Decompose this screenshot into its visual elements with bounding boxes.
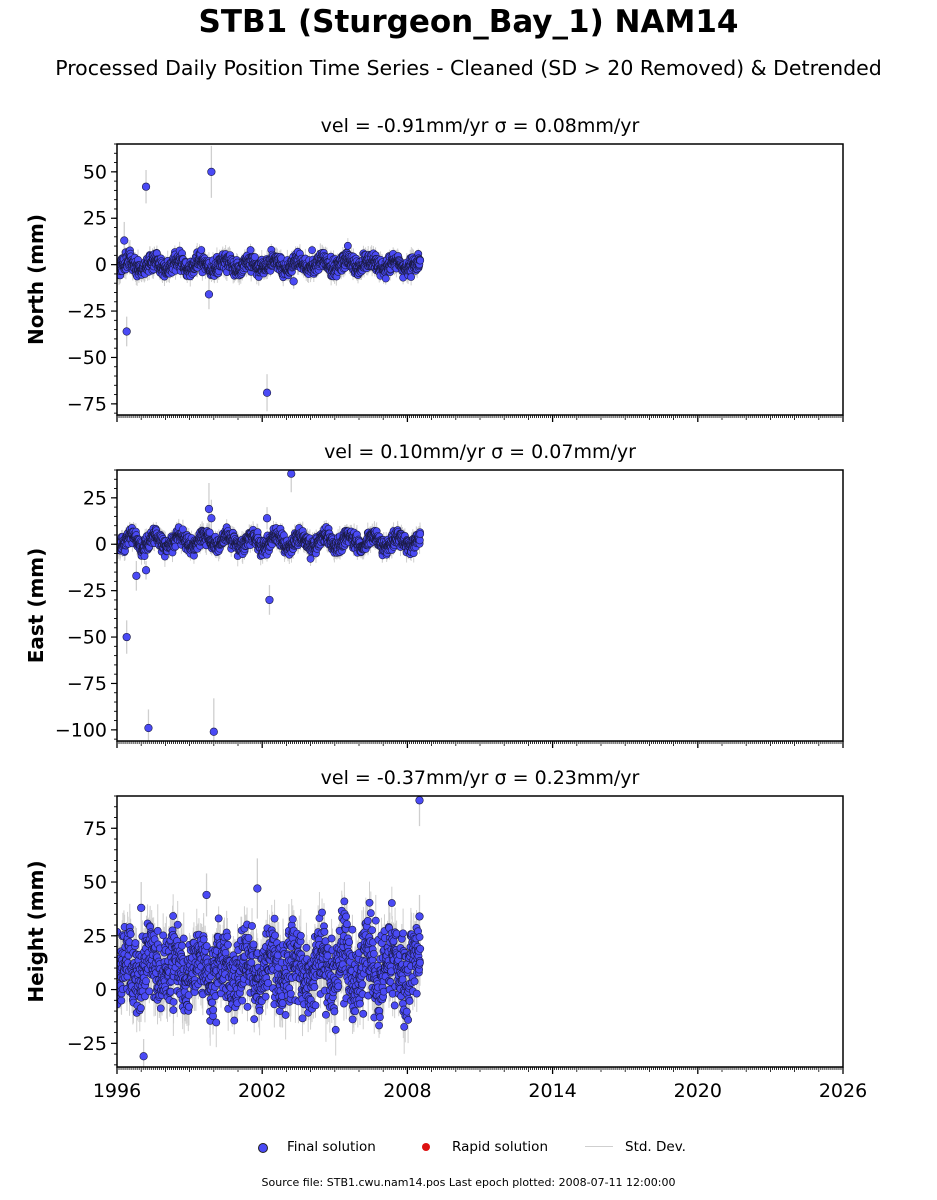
chart-panel-0: vel = -0.91mm/yr σ = 0.08mm/yr North (mm)…: [24, 115, 844, 422]
y-tick-label: −75: [67, 393, 107, 415]
y-tick-label: 0: [95, 254, 107, 276]
plot-frame: [116, 143, 844, 416]
final-solution-point: [207, 167, 216, 176]
final-solution-point: [246, 246, 255, 254]
final-solution-point: [381, 274, 390, 283]
final-solution-point: [120, 236, 129, 245]
y-tick-label: 50: [83, 161, 107, 183]
final-solution-point: [140, 552, 149, 561]
y-tick-label: −50: [67, 347, 107, 369]
plot-area: [117, 470, 425, 741]
final-solution-point: [250, 253, 259, 261]
final-solution-point: [407, 273, 416, 281]
y-axis-label: East (mm): [24, 548, 48, 664]
chart-figure: vel = -0.91mm/yr σ = 0.08mm/yr North (mm)…: [24, 115, 867, 1102]
y-tick-label: 25: [83, 208, 107, 230]
final-solution-point: [197, 246, 206, 254]
final-solution-point: [308, 246, 316, 255]
y-axis-label: North (mm): [24, 214, 48, 345]
final-solution-point: [289, 277, 298, 286]
final-solution-point: [262, 388, 272, 397]
final-solution-point: [204, 290, 214, 299]
page-title: STB1 (Sturgeon_Bay_1) NAM14: [198, 4, 739, 40]
final-solution-point: [416, 256, 425, 265]
final-solution-point: [122, 327, 131, 336]
panel-title: vel = 0.10mm/yr σ = 0.07mm/yr: [324, 441, 636, 463]
plot-area: [117, 145, 425, 412]
final-solution-point: [343, 241, 352, 250]
panel-title: vel = -0.91mm/yr σ = 0.08mm/yr: [321, 115, 640, 137]
page-subtitle: Processed Daily Position Time Series - C…: [55, 56, 882, 80]
y-tick-label: −25: [67, 301, 107, 323]
final-solution-point: [141, 182, 151, 191]
